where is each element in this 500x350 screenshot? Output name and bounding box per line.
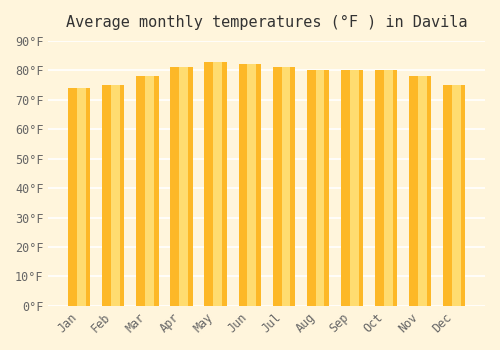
Bar	[443, 85, 465, 306]
Bar	[68, 88, 90, 306]
Bar	[375, 70, 397, 306]
Bar	[272, 68, 295, 306]
Bar	[111, 85, 120, 306]
Bar	[384, 70, 392, 306]
Bar	[282, 68, 290, 306]
Bar	[238, 64, 260, 306]
Bar	[136, 76, 158, 306]
Bar	[102, 85, 124, 306]
Bar	[145, 76, 154, 306]
Bar	[316, 70, 324, 306]
Bar	[350, 70, 358, 306]
Bar	[418, 76, 426, 306]
Bar	[77, 88, 86, 306]
Bar	[452, 85, 460, 306]
Bar	[409, 76, 431, 306]
Bar	[248, 64, 256, 306]
Title: Average monthly temperatures (°F ) in Davila: Average monthly temperatures (°F ) in Da…	[66, 15, 468, 30]
Bar	[214, 62, 222, 306]
Bar	[306, 70, 329, 306]
Bar	[180, 68, 188, 306]
Bar	[204, 62, 227, 306]
Bar	[341, 70, 363, 306]
Bar	[170, 68, 192, 306]
